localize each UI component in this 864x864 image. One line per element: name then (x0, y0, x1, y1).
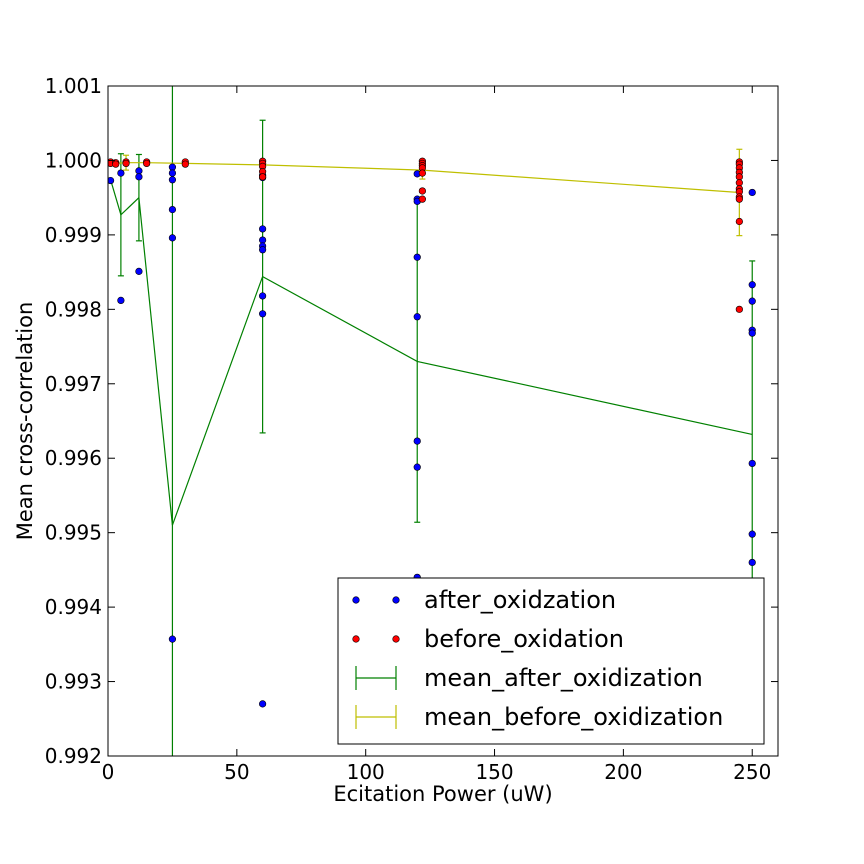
y-tick-label-0.995: 0.995 (45, 521, 102, 545)
point-before_oxidation-20 (418, 187, 426, 195)
legend-marker-after_oxidzation-1 (392, 596, 400, 604)
y-tick-label-0.994: 0.994 (45, 595, 102, 619)
legend-box (337, 577, 765, 745)
legend-label-before-oxidation: before_oxidation (424, 625, 624, 653)
point-after_oxidzation-36 (748, 558, 756, 567)
x-tick-label-0: 0 (102, 760, 115, 784)
point-after_oxidzation-18 (259, 292, 267, 300)
y-tick-label-0.998: 0.998 (45, 297, 102, 321)
point-after_oxidzation-30 (748, 281, 756, 289)
point-after_oxidzation-19 (259, 310, 267, 318)
point-after_oxidzation-35 (748, 530, 756, 538)
x-tick-label-100: 100 (347, 760, 385, 784)
x-tick-label-250: 250 (733, 760, 771, 784)
y-tick-label-0.992: 0.992 (45, 744, 102, 768)
point-before_oxidation-31 (735, 195, 743, 203)
plot-area (108, 86, 756, 756)
point-after_oxidzation-20 (259, 700, 267, 708)
point-after_oxidzation-7 (168, 169, 177, 177)
x-tick-label-150: 150 (475, 760, 513, 784)
point-after_oxidzation-17 (259, 246, 267, 254)
point-before_oxidation-33 (735, 305, 743, 313)
point-after_oxidzation-11 (168, 635, 177, 643)
point-after_oxidzation-24 (413, 253, 421, 261)
point-after_oxidzation-8 (168, 176, 177, 184)
legend-marker-before_oxidation-1 (392, 635, 400, 643)
point-after_oxidzation-14 (259, 225, 267, 233)
axes-frame (107, 85, 779, 757)
legend-marker-after_oxidzation-0 (352, 596, 360, 604)
point-before_oxidation-5 (122, 159, 130, 168)
point-after_oxidzation-4 (135, 173, 143, 181)
point-after_oxidzation-15 (259, 236, 267, 244)
point-before_oxidation-19 (418, 169, 426, 177)
x-tick-label-200: 200 (604, 760, 642, 784)
y-tick-label-0.999: 0.999 (45, 223, 102, 247)
legend-label-mean-before-oxidization: mean_before_oxidization (424, 703, 723, 731)
point-before_oxidation-14 (259, 173, 267, 181)
point-after_oxidzation-0 (108, 176, 115, 185)
point-after_oxidzation-6 (168, 163, 177, 171)
x-tick-label-50: 50 (224, 760, 249, 784)
point-after_oxidzation-3 (135, 167, 143, 175)
legend: after_oxidzation before_oxidation mean_a… (337, 577, 765, 745)
series-line-mean_after_oxidization (110, 179, 753, 526)
y-tick-label-0.997: 0.997 (45, 372, 102, 396)
point-after_oxidzation-5 (135, 267, 143, 275)
point-after_oxidzation-33 (748, 329, 756, 337)
y-tick-label-0.993: 0.993 (45, 670, 102, 694)
point-after_oxidzation-9 (168, 205, 177, 214)
y-axis-label: Mean cross-correlation (13, 302, 37, 541)
point-after_oxidzation-29 (748, 188, 756, 197)
point-before_oxidation-27 (735, 179, 743, 187)
point-after_oxidzation-26 (413, 437, 421, 445)
legend-label-mean-after-oxidization: mean_after_oxidization (424, 664, 703, 692)
point-before_oxidation-3 (112, 160, 120, 168)
legend-marker-before_oxidation-0 (352, 635, 360, 643)
point-after_oxidzation-31 (748, 297, 756, 305)
point-before_oxidation-21 (418, 195, 426, 203)
point-before_oxidation-9 (181, 160, 189, 168)
legend-label-after-oxidzation: after_oxidzation (424, 586, 616, 614)
point-before_oxidation-7 (143, 159, 151, 168)
x-axis-label: Ecitation Power (uW) (333, 782, 552, 806)
point-before_oxidation-26 (735, 173, 743, 181)
y-tick-label-1.001: 1.001 (45, 74, 102, 98)
point-after_oxidzation-25 (413, 313, 421, 321)
axes (107, 85, 779, 757)
point-after_oxidzation-2 (117, 296, 125, 305)
y-tick-label-1.000: 1.000 (45, 148, 102, 172)
point-after_oxidzation-1 (117, 169, 125, 177)
point-before_oxidation-32 (735, 217, 743, 226)
tick-marks: 0 50 100 150 200 250 0.992 0.993 0.994 0.995 0.996… (45, 74, 778, 784)
point-after_oxidzation-27 (413, 463, 421, 471)
point-after_oxidzation-10 (168, 234, 177, 242)
y-tick-label-0.996: 0.996 (45, 446, 102, 470)
point-after_oxidzation-34 (748, 459, 756, 468)
